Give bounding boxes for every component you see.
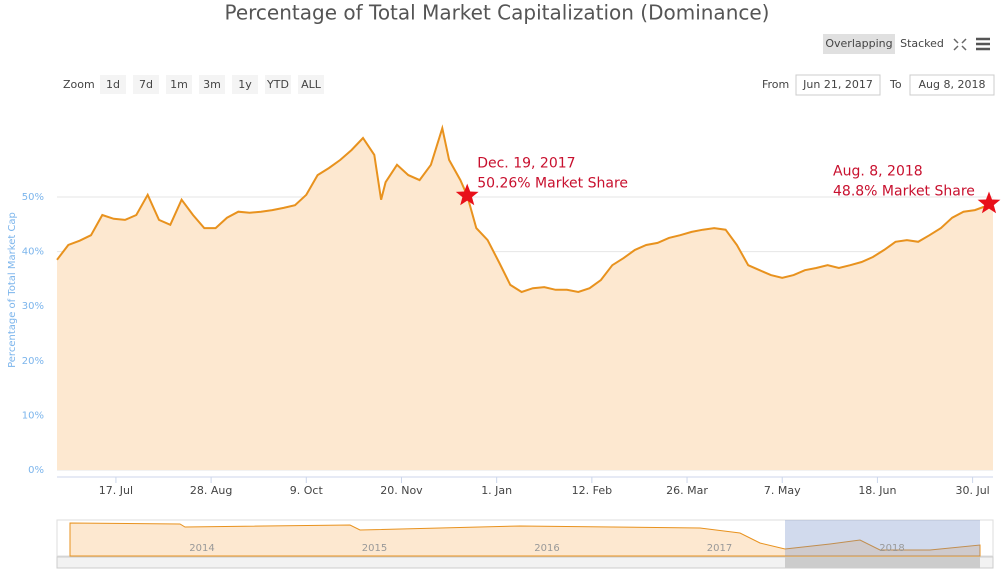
navigator-label: 2016 xyxy=(534,543,559,554)
x-tick-label: 7. May xyxy=(764,484,801,497)
zoom-button-label[interactable]: 1y xyxy=(238,78,252,91)
zoom-button[interactable] xyxy=(100,75,126,94)
from-value[interactable]: Jun 21, 2017 xyxy=(802,78,873,91)
annotation-text: 48.8% Market Share xyxy=(833,184,975,200)
annotation-text: 50.26% Market Share xyxy=(477,176,628,192)
y-tick-label: 10% xyxy=(22,410,44,421)
x-tick-label: 12. Feb xyxy=(572,484,612,497)
from-label: From xyxy=(762,78,789,91)
zoom-button[interactable] xyxy=(166,75,192,94)
zoom-button[interactable] xyxy=(232,75,258,94)
navigator-label: 2015 xyxy=(362,543,387,554)
to-value[interactable]: Aug 8, 2018 xyxy=(919,78,986,91)
mode-label[interactable]: Stacked xyxy=(900,37,944,50)
navigator-label: 2014 xyxy=(189,543,214,554)
zoom-button-label[interactable]: 7d xyxy=(139,78,153,91)
zoom-button-label[interactable]: 3m xyxy=(203,78,221,91)
y-tick-label: 0% xyxy=(28,465,44,476)
navigator xyxy=(56,519,994,569)
x-tick-label: 26. Mar xyxy=(666,484,708,497)
annotation-star xyxy=(455,183,479,206)
x-tick-label: 18. Jun xyxy=(858,484,896,497)
area-fill xyxy=(57,128,993,470)
navigator-label: 2017 xyxy=(707,543,732,554)
menu-icon[interactable] xyxy=(976,37,990,51)
from-input[interactable] xyxy=(795,74,881,96)
zoom-button[interactable] xyxy=(298,75,324,94)
mode-button[interactable] xyxy=(823,34,895,54)
navigator-label: 2018 xyxy=(879,543,904,554)
area-line xyxy=(56,124,994,294)
zoom-button[interactable] xyxy=(265,75,291,94)
zoom-button-label[interactable]: 1m xyxy=(170,78,188,91)
y-tick-label: 50% xyxy=(22,192,44,203)
x-tick-label: 1. Jan xyxy=(481,484,512,497)
x-tick-label: 28. Aug xyxy=(190,484,232,497)
y-axis-title: Percentage of Total Market Cap xyxy=(7,212,18,368)
zoom-label: Zoom xyxy=(63,78,95,91)
x-tick-label: 17. Jul xyxy=(99,484,133,497)
to-input[interactable] xyxy=(909,74,995,96)
x-tick-label: 9. Oct xyxy=(290,484,324,497)
annotation-text: Dec. 19, 2017 xyxy=(477,156,575,172)
y-tick-label: 20% xyxy=(22,356,44,367)
y-tick-label: 30% xyxy=(22,301,44,312)
zoom-button[interactable] xyxy=(133,75,159,94)
x-tick-label: 30. Jul xyxy=(955,484,989,497)
annotation-text: Aug. 8, 2018 xyxy=(833,164,923,180)
to-label: To xyxy=(889,78,902,91)
zoom-button-label[interactable]: 1d xyxy=(106,78,120,91)
x-tick-label: 20. Nov xyxy=(380,484,423,497)
y-tick-label: 40% xyxy=(22,247,44,258)
annotation-star xyxy=(977,191,1001,214)
chart-title: Percentage of Total Market Capitalizatio… xyxy=(225,1,770,25)
fullscreen-icon[interactable] xyxy=(953,38,967,51)
zoom-button-label[interactable]: ALL xyxy=(301,78,322,91)
mode-label[interactable]: Overlapping xyxy=(825,37,892,50)
zoom-button[interactable] xyxy=(199,75,225,94)
zoom-button-label[interactable]: YTD xyxy=(266,78,289,91)
